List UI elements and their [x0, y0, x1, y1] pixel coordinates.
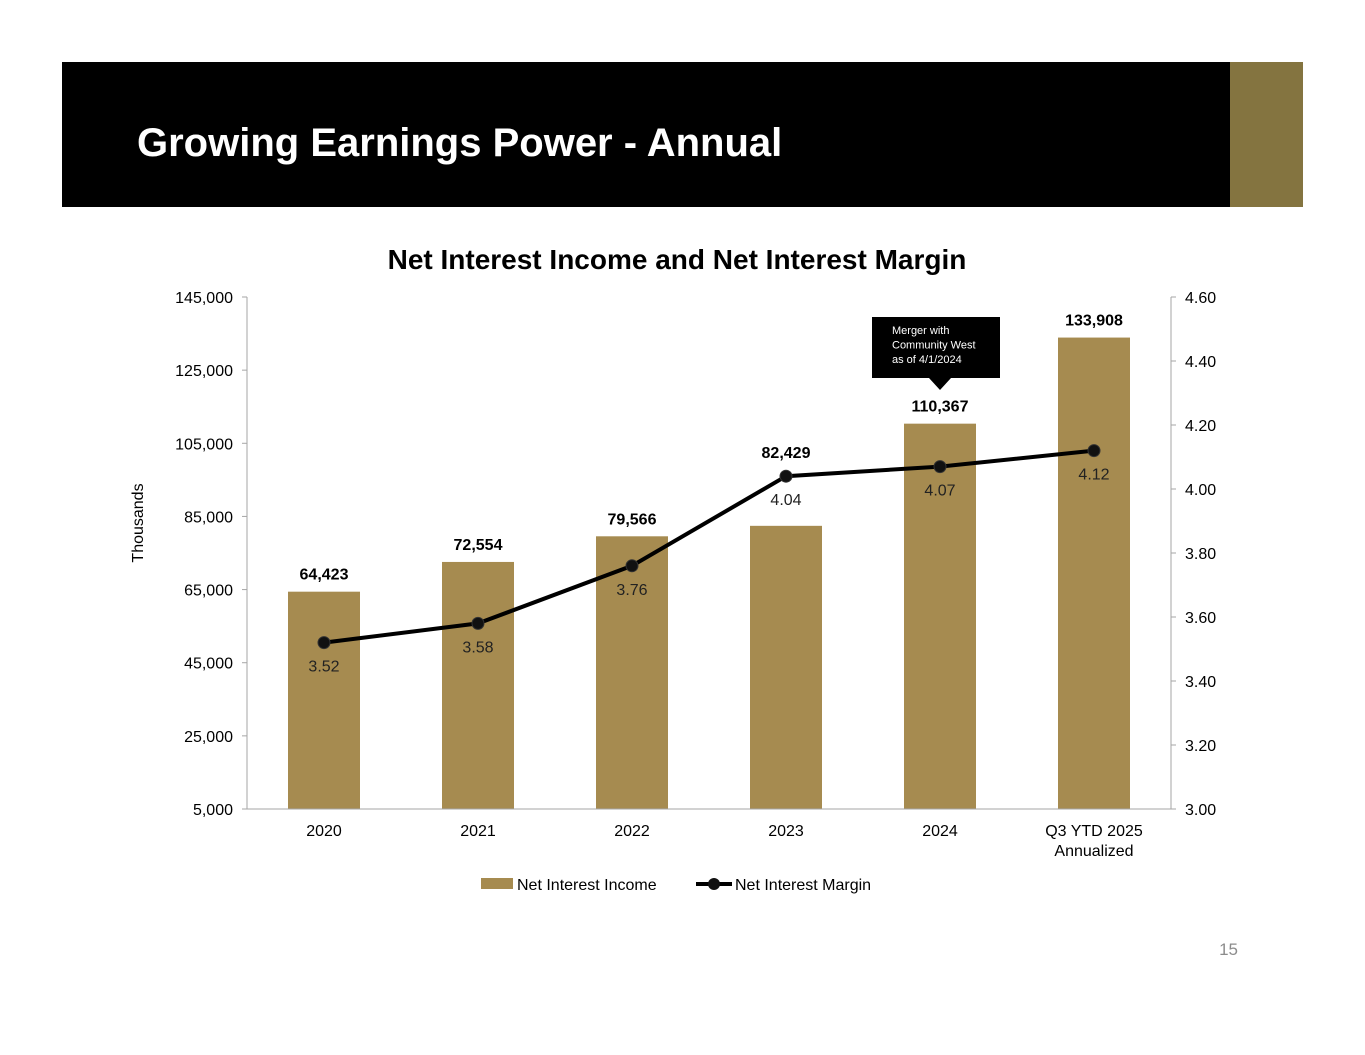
margin-point: [317, 636, 331, 650]
title-band: [62, 62, 1230, 207]
x-tick-label: 2020: [306, 823, 342, 840]
margin-point: [1087, 444, 1101, 458]
y-tick-label: 5,000: [193, 802, 233, 819]
line-data-label: 4.04: [770, 492, 801, 509]
x-tick-label: 2022: [614, 823, 650, 840]
y2-tick-label: 4.60: [1185, 290, 1216, 307]
line-data-label: 3.76: [616, 582, 647, 599]
bar: [750, 525, 822, 809]
legend-line-marker: [708, 878, 720, 890]
y2-tick-label: 3.60: [1185, 610, 1216, 627]
y-tick-label: 65,000: [184, 583, 233, 600]
y-tick-label: 25,000: [184, 729, 233, 746]
y2-tick-label: 4.20: [1185, 418, 1216, 435]
y-tick-label: 145,000: [175, 290, 233, 307]
y-tick-label: 45,000: [184, 656, 233, 673]
legend-label: Net Interest Income: [517, 877, 657, 894]
y2-tick-label: 3.20: [1185, 738, 1216, 755]
annotation-text: as of 4/1/2024: [892, 354, 962, 366]
annotation-text: Merger with: [892, 325, 949, 337]
line-data-label: 4.12: [1078, 467, 1109, 484]
x-tick-label: 2024: [922, 823, 958, 840]
page-title: Growing Earnings Power - Annual: [137, 121, 783, 165]
x-tick-label: 2021: [460, 823, 496, 840]
y2-tick-label: 4.40: [1185, 354, 1216, 371]
bar-data-label: 64,423: [300, 567, 349, 584]
margin-line: [323, 448, 1095, 645]
bar-data-label: 72,554: [454, 537, 503, 554]
bar-data-label: 110,367: [912, 399, 969, 416]
chart-title: Net Interest Income and Net Interest Mar…: [388, 244, 967, 275]
x-tick-label: 2023: [768, 823, 804, 840]
line-data-label: 3.58: [462, 639, 493, 656]
margin-point: [471, 616, 485, 630]
bar: [596, 536, 668, 809]
bar-data-label: 79,566: [608, 511, 657, 528]
annotation-text: Community West: [892, 340, 976, 352]
page-number: 15: [1219, 940, 1238, 959]
y2-tick-label: 3.40: [1185, 674, 1216, 691]
y2-tick-label: 3.80: [1185, 546, 1216, 563]
line-data-label: 4.07: [924, 483, 955, 500]
annotation-callout: [872, 317, 1000, 390]
legend-label: Net Interest Margin: [735, 877, 871, 894]
bar: [904, 423, 976, 809]
x-tick-label: Annualized: [1054, 843, 1133, 860]
y-tick-label: 85,000: [184, 509, 233, 526]
y2-tick-label: 4.00: [1185, 482, 1216, 499]
bar-data-label: 133,908: [1065, 313, 1123, 330]
margin-point: [625, 559, 639, 573]
margin-point: [933, 460, 947, 474]
accent-band: [1230, 62, 1303, 207]
y-tick-label: 125,000: [175, 363, 233, 380]
bar-data-label: 82,429: [762, 445, 811, 462]
bar: [442, 561, 514, 809]
y-axis-label: Thousands: [130, 483, 147, 562]
y-tick-label: 105,000: [175, 436, 233, 453]
y2-tick-label: 3.00: [1185, 802, 1216, 819]
legend-bar-swatch: [481, 878, 513, 889]
bar: [288, 591, 360, 809]
bar: [1058, 337, 1130, 809]
x-tick-label: Q3 YTD 2025: [1045, 823, 1143, 840]
margin-point: [779, 469, 793, 483]
line-data-label: 3.52: [308, 659, 339, 676]
